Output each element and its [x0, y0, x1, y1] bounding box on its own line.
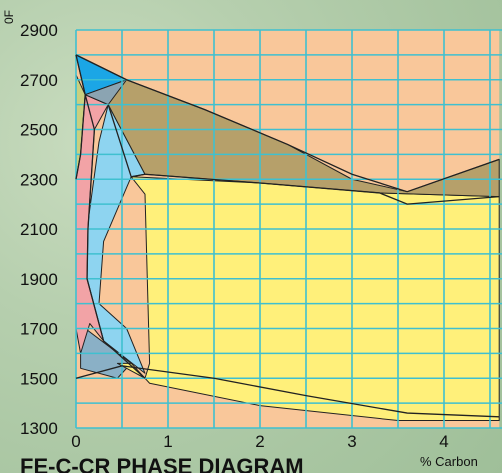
y-tick-label: 1900 — [20, 270, 58, 289]
boundary-lower-line — [75, 365, 500, 418]
region-top-gray-wedge — [84, 79, 128, 106]
y-tick-label: 2700 — [20, 71, 58, 90]
y-tick-label: 1500 — [20, 369, 58, 388]
chart-title: FE-C-CR PHASE DIAGRAM — [20, 454, 304, 473]
x-tick-label: 0 — [71, 432, 80, 451]
y-tick-label: 2500 — [20, 121, 58, 140]
x-tick-label: 2 — [255, 432, 264, 451]
y-tick-label: 2900 — [20, 21, 58, 40]
phase-boundaries — [75, 54, 500, 418]
boundary-liquidus-right — [406, 158, 500, 193]
chart-grid — [75, 29, 502, 429]
boundary-solidus-left — [75, 54, 86, 180]
y-tick-label: 1700 — [20, 320, 58, 339]
x-tick-label: 3 — [347, 432, 356, 451]
y-tick-label: 2100 — [20, 220, 58, 239]
y-axis-ticks: 2900 2700 2500 2300 2100 1900 1700 1500 1300 — [20, 21, 58, 438]
boundary-pink-edge — [84, 94, 146, 379]
x-tick-label: 1 — [163, 432, 172, 451]
y-tick-label: 2300 — [20, 170, 58, 189]
boundary-eutectic-line — [144, 173, 500, 205]
boundary-liquidus-left — [75, 54, 408, 193]
x-axis-ticks: 0 1 2 3 4 — [71, 432, 448, 451]
y-axis-unit-label: 0F — [2, 10, 16, 24]
region-big-yellow — [116, 176, 500, 422]
x-tick-label: 4 — [439, 432, 448, 451]
x-axis-label: % Carbon — [420, 454, 478, 469]
boundary-austenite-edge — [107, 104, 146, 178]
y-tick-label: 1300 — [20, 419, 58, 438]
